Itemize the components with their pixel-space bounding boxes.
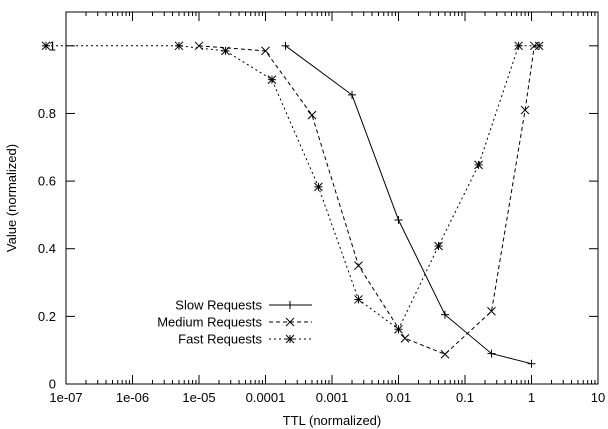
marker-stroke	[534, 41, 544, 51]
x-tick-label: 0.001	[316, 390, 349, 405]
data-point	[434, 241, 443, 251]
series-fast-requests	[41, 41, 544, 334]
data-point	[474, 160, 483, 170]
data-point	[314, 182, 323, 192]
data-point	[354, 261, 363, 270]
marker-stroke	[267, 75, 277, 84]
marker-stroke	[261, 46, 270, 56]
y-tick-label: 0	[49, 377, 56, 392]
legend-label: Medium Requests	[157, 315, 262, 330]
marker-stroke	[285, 317, 295, 327]
legend-label: Fast Requests	[178, 332, 262, 347]
y-tick-label: 0.8	[38, 106, 56, 121]
series-slow-requests	[281, 41, 536, 368]
data-point	[394, 215, 403, 224]
plot-frame-rect	[65, 11, 599, 385]
marker-stroke	[221, 46, 230, 56]
marker-stroke	[400, 333, 410, 343]
marker-stroke	[174, 41, 184, 51]
x-tick-label: 1	[528, 390, 535, 405]
data-point	[394, 324, 403, 334]
data-point	[41, 41, 51, 51]
x-tick-label: 1e-05	[182, 390, 215, 405]
x-axis: 1e-07 1e-06 1e-05 0.0001 0.001 0.01 0.1 1 10	[49, 12, 605, 405]
data-point	[285, 317, 295, 327]
data-point	[221, 46, 230, 56]
y-tick-label: 0.4	[38, 241, 56, 256]
y-axis-title: Value (normalized)	[4, 144, 19, 252]
x-tick-label: 0.1	[456, 390, 474, 405]
marker-stroke	[314, 182, 323, 192]
data-point	[440, 310, 449, 319]
y-tick-label: 0.2	[38, 309, 56, 324]
series-medium-requests	[194, 41, 539, 359]
data-point	[307, 110, 317, 120]
y-tick-label: 0.6	[38, 174, 56, 189]
series-line	[198, 45, 535, 355]
marker-stroke	[474, 160, 483, 170]
marker-stroke	[194, 41, 204, 51]
data-point	[286, 301, 294, 309]
data-point	[534, 41, 544, 51]
data-point	[400, 333, 410, 343]
marker-stroke	[285, 334, 295, 344]
data-point	[348, 90, 357, 99]
data-point	[514, 41, 523, 51]
marker-stroke	[354, 295, 363, 304]
x-tick-label: 1e-06	[116, 390, 149, 405]
marker-stroke	[434, 241, 443, 251]
data-point	[261, 46, 270, 56]
data-point	[520, 105, 530, 115]
x-tick-label: 0.0001	[246, 390, 286, 405]
data-point	[487, 306, 496, 316]
series-line	[285, 45, 532, 365]
data-point	[527, 359, 536, 368]
marker-stroke	[41, 41, 51, 51]
marker-stroke	[440, 349, 450, 359]
data-point	[281, 41, 290, 50]
marker-stroke	[520, 105, 530, 115]
x-tick-label: 0.01	[386, 390, 411, 405]
marker-stroke	[514, 41, 523, 51]
series-lines	[41, 41, 544, 368]
marker-stroke	[354, 261, 363, 270]
legend-label: Slow Requests	[175, 298, 262, 313]
x-tick-label: 1e-07	[49, 390, 82, 405]
marker-stroke	[487, 306, 496, 316]
plot-frame	[65, 11, 599, 385]
data-point	[174, 41, 184, 51]
x-tick-label: 10	[591, 390, 605, 405]
legend: Slow Requests Medium Requests Fast Request…	[157, 298, 312, 347]
y-axis: 00.20.40.60.81	[38, 38, 598, 392]
marker-stroke	[394, 324, 403, 334]
data-point	[440, 349, 450, 359]
data-point	[487, 349, 496, 358]
data-point	[285, 334, 295, 344]
x-axis-title: TTL (normalized)	[283, 413, 381, 428]
data-point	[354, 295, 363, 304]
data-point	[267, 75, 277, 84]
marker-stroke	[307, 110, 317, 120]
